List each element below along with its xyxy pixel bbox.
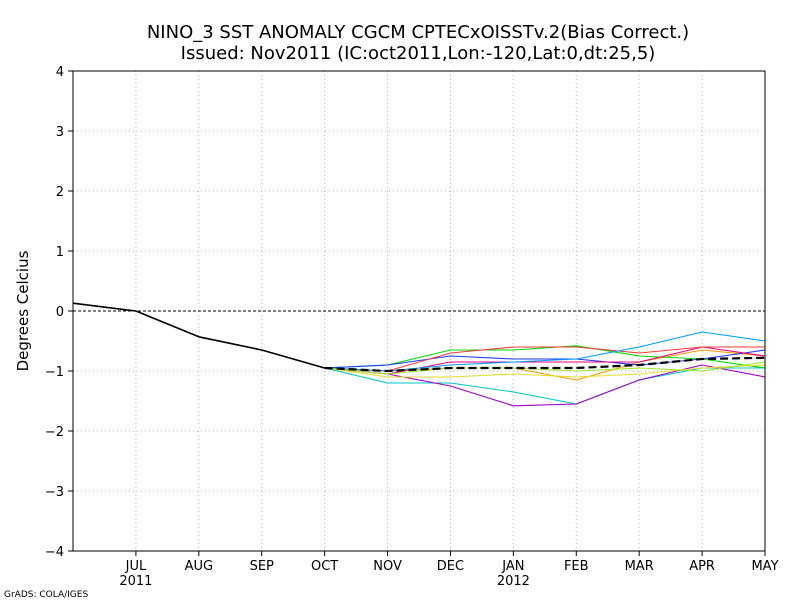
x-tick-label: DEC <box>437 559 464 574</box>
x-year-label: 2012 <box>497 574 530 589</box>
observed-line <box>72 302 325 369</box>
y-tick-label: 1 <box>56 245 64 260</box>
ensemble-member-line <box>324 346 766 375</box>
chart-title: NINO_3 SST ANOMALY CGCM CPTECxOISSTv.2(B… <box>147 22 689 43</box>
ensemble-member-line <box>324 331 766 372</box>
x-tick-label: MAR <box>625 559 654 574</box>
ensemble-member-line <box>324 345 766 369</box>
ensemble-member-line <box>324 364 766 407</box>
x-tick-label: JAN <box>501 559 524 574</box>
y-tick-label: −3 <box>45 485 64 500</box>
y-tick-label: −4 <box>45 545 64 560</box>
y-tick-label: 4 <box>56 65 64 80</box>
ensemble-mean-line <box>324 356 766 373</box>
x-year-label: 2011 <box>119 574 152 589</box>
y-tick-label: 3 <box>56 125 64 140</box>
y-tick-label: 0 <box>56 305 64 320</box>
x-tick-label: MAY <box>751 559 778 574</box>
ensemble-member-line <box>324 346 765 372</box>
chart-subtitle: Issued: Nov2011 (IC:oct2011,Lon:-120,Lat… <box>181 43 656 64</box>
footer-credit: GrADS: COLA/IGES <box>4 590 88 600</box>
y-tick-label: −2 <box>45 425 64 440</box>
ensemble-member-line <box>324 361 766 375</box>
ensemble-member-line <box>324 364 766 378</box>
y-axis-label: Degrees Celcius <box>14 250 32 371</box>
x-tick-label: APR <box>689 559 715 574</box>
x-tick-label: FEB <box>564 559 589 574</box>
x-tick-label: JUL <box>125 559 147 574</box>
y-tick-label: 2 <box>56 185 64 200</box>
series-layer <box>72 302 766 407</box>
grid <box>73 71 765 551</box>
y-tick-label: −1 <box>45 365 64 380</box>
x-tick-label: NOV <box>373 559 402 574</box>
x-tick-label: SEP <box>250 559 274 574</box>
x-tick-label: OCT <box>311 559 338 574</box>
x-tick-label: AUG <box>185 559 213 574</box>
